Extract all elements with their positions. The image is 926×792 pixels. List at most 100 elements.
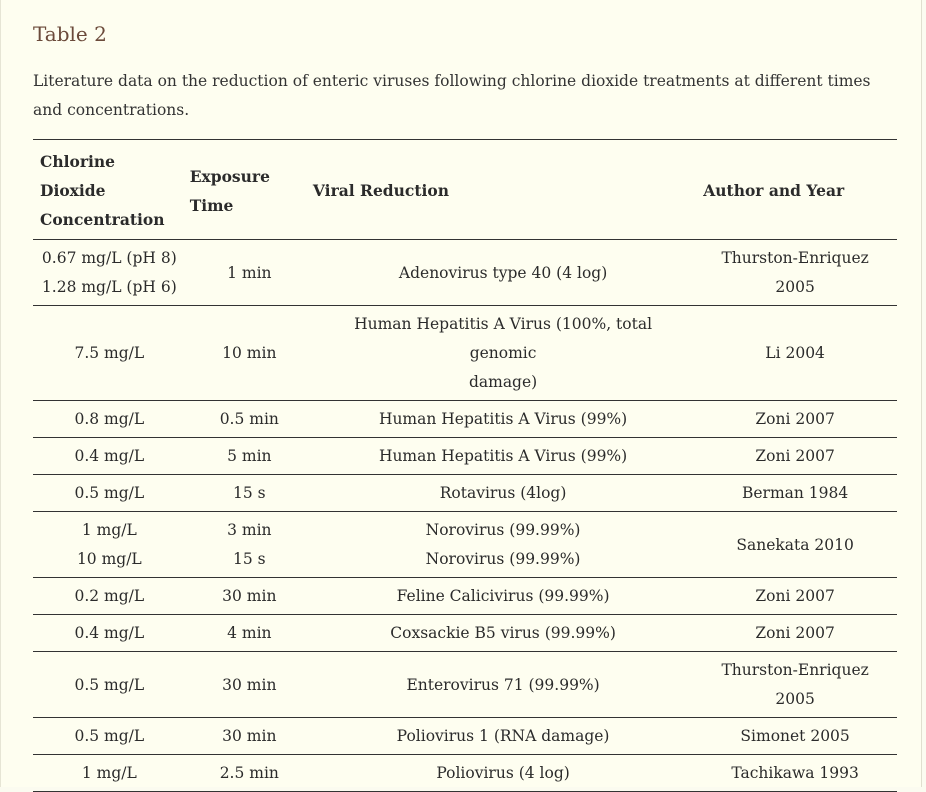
cell-concentration: 0.5 mg/L [33,718,186,755]
table-body: 0.67 mg/L (pH 8) 1.28 mg/L (pH 6) 1 min Ade… [33,240,897,792]
cell-exposure-time: 10 min [186,306,313,401]
cell-author-year-line: 2005 [775,690,815,708]
cell-concentration-line: 7.5 mg/L [74,344,145,362]
cell-author-year: Sanekata 2010 [693,512,897,578]
cell-concentration: 0.4 mg/L [33,615,186,652]
table-row: 1 mg/L 10 mg/L 3 min 15 s Norovirus (99.99%)… [33,512,897,578]
cell-author-year: Thurston-Enriquez 2005 [693,652,897,718]
cell-viral-reduction-line: damage) [468,373,538,391]
table-header: Chlorine Dioxide Concentration Exposure … [33,139,897,240]
cell-viral-reduction-line: Rotavirus (4log) [439,484,567,502]
cell-viral-reduction: Human Hepatitis A Virus (99%) [313,438,693,475]
cell-exposure-time: 30 min [186,578,313,615]
header-author-year: Author and Year [703,181,845,200]
cell-viral-reduction: Enterovirus 71 (99.99%) [313,652,693,718]
cell-exposure-time: 30 min [186,652,313,718]
cell-exposure-time-line: 10 min [222,344,277,362]
table-title: Table 2 [33,22,107,46]
cell-exposure-time: 2.5 min [186,755,313,792]
cell-exposure-time-line: 1 min [227,263,272,282]
header-viral-reduction: Viral Reduction [312,181,450,200]
header-concentration-line: Chlorine [40,152,116,171]
cell-author-year-line: Zoni 2007 [755,410,835,428]
cell-viral-reduction: Feline Calicivirus (99.99%) [313,578,693,615]
cell-author-year-line: Zoni 2007 [755,624,835,642]
header-concentration-line: Concentration [40,210,165,229]
cell-exposure-time: 15 s [186,475,313,512]
cell-author-year-line: Li 2004 [765,344,825,362]
cell-concentration: 1 mg/L 10 mg/L [33,512,186,578]
cell-viral-reduction-line: Coxsackie B5 virus (99.99%) [390,624,616,642]
cell-concentration-line: 0.2 mg/L [74,587,145,605]
table-row: 1 mg/L 2.5 min Poliovirus (4 log) Tachikawa… [33,755,897,792]
header-exposure-line: Time [189,195,234,215]
table-row: 0.4 mg/L 5 min Human Hepatitis A Virus (99… [33,438,897,475]
table-row: 0.67 mg/L (pH 8) 1.28 mg/L (pH 6) 1 min Ade… [33,240,897,306]
cell-concentration-line: 10 mg/L [76,550,142,568]
cell-exposure-time-line: 30 min [222,587,277,605]
cell-exposure-time: 3 min 15 s [186,512,313,578]
table-row: 0.8 mg/L 0.5 min Human Hepatitis A Virus (… [33,401,897,438]
cell-viral-reduction-line: Human Hepatitis A Virus (100%, total gen… [354,315,653,362]
cell-author-year-line: Tachikawa 1993 [731,764,859,782]
cell-author-year: Li 2004 [693,306,897,401]
data-table: Chlorine Dioxide Concentration Exposure … [33,139,897,792]
cell-author-year: Zoni 2007 [693,401,897,438]
header-exposure-line: Exposure [189,166,270,186]
cell-author-year: Zoni 2007 [693,578,897,615]
table-row: 7.5 mg/L 10 min Human Hepatitis A Virus (1… [33,306,897,401]
cell-viral-reduction: Poliovirus (4 log) [313,755,693,792]
cell-viral-reduction-line: Poliovirus (4 log) [436,764,570,782]
table-row: 0.4 mg/L 4 min Coxsackie B5 virus (99.99%)… [33,615,897,652]
cell-author-year: Zoni 2007 [693,438,897,475]
cell-concentration-line: 0.4 mg/L [74,624,145,642]
cell-viral-reduction: Rotavirus (4log) [313,475,693,512]
cell-exposure-time-line: 30 min [222,727,277,745]
table-row: 0.5 mg/L 30 min Enterovirus 71 (99.99%) Thu… [33,652,897,718]
cell-concentration: 7.5 mg/L [33,306,186,401]
cell-concentration: 0.5 mg/L [33,475,186,512]
cell-author-year-line: Berman 1984 [741,484,849,502]
cell-author-year-line: Thurston-Enriquez [721,249,869,267]
cell-viral-reduction: Human Hepatitis A Virus (99%) [313,401,693,438]
cell-viral-reduction-line: Poliovirus 1 (RNA damage) [396,727,610,745]
header-row: Chlorine Dioxide Concentration Exposure … [33,139,897,240]
cell-author-year: Zoni 2007 [693,615,897,652]
cell-concentration: 0.67 mg/L (pH 8) 1.28 mg/L (pH 6) [33,240,186,306]
cell-author-year: Thurston-Enriquez 2005 [693,240,897,306]
cell-exposure-time-line: 15 s [233,550,266,568]
table-row: 0.5 mg/L 15 s Rotavirus (4log) Berman 1984 [33,475,897,512]
cell-viral-reduction: Adenovirus type 40 (4 log) [313,240,693,306]
cell-exposure-time-line: 4 min [227,624,272,642]
cell-author-year-line: 2005 [775,278,815,296]
cell-author-year: Berman 1984 [693,475,897,512]
header-concentration: Chlorine Dioxide Concentration [33,140,186,240]
cell-exposure-time-line: 0.5 min [219,410,279,428]
cell-viral-reduction: Coxsackie B5 virus (99.99%) [313,615,693,652]
cell-concentration: 0.4 mg/L [33,438,186,475]
cell-concentration-line: 1.28 mg/L (pH 6) [41,278,177,296]
cell-exposure-time: 0.5 min [186,401,313,438]
cell-exposure-time-line: 30 min [222,675,277,694]
cell-author-year-line: Simonet 2005 [740,727,850,745]
cell-exposure-time: 5 min [186,438,313,475]
cell-viral-reduction-line: Human Hepatitis A Virus (99%) [378,447,628,465]
cell-concentration-line: 1 mg/L [81,764,137,782]
cell-author-year-line: Zoni 2007 [755,587,835,605]
cell-exposure-time: 30 min [186,718,313,755]
cell-viral-reduction: Human Hepatitis A Virus (100%, total gen… [313,306,693,401]
cell-viral-reduction-line: Human Hepatitis A Virus (99%) [378,410,628,428]
cell-author-year-line: Thurston-Enriquez [721,661,869,679]
cell-concentration-line: 0.5 mg/L [74,727,145,745]
cell-concentration-line: 0.5 mg/L [74,675,145,694]
cell-exposure-time: 4 min [186,615,313,652]
cell-concentration-line: 0.8 mg/L [74,410,145,428]
cell-exposure-time: 1 min [186,240,313,306]
table-row: 0.5 mg/L 30 min Poliovirus 1 (RNA damage) S… [33,718,897,755]
cell-viral-reduction-line: Norovirus (99.99%) [425,550,581,568]
cell-author-year: Tachikawa 1993 [693,755,897,792]
cell-concentration: 1 mg/L [33,755,186,792]
cell-viral-reduction-line: Norovirus (99.99%) [425,521,581,539]
cell-exposure-time-line: 15 s [233,484,266,502]
cell-viral-reduction: Norovirus (99.99%) Norovirus (99.99%) [313,512,693,578]
